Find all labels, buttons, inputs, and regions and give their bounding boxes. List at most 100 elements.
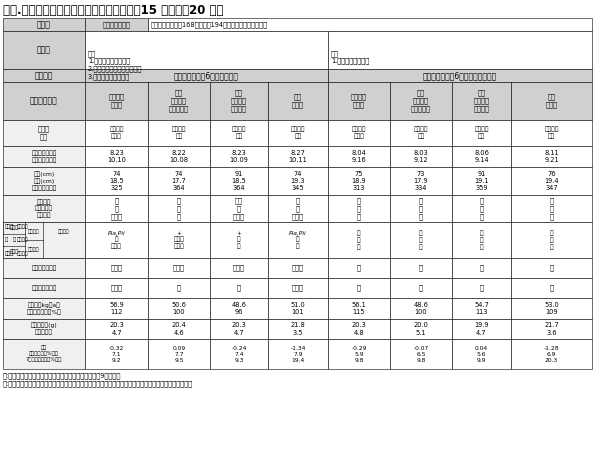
Text: 栽培条件: 栽培条件 xyxy=(35,71,53,80)
Bar xyxy=(390,298,452,319)
Text: 白葉枯病抵抗性: 白葉枯病抵抗性 xyxy=(32,285,57,291)
Text: 20.3
4.7: 20.3 4.7 xyxy=(109,322,124,336)
Text: Pia,Pii
中
やや強: Pia,Pii 中 やや強 xyxy=(108,231,126,249)
Text: 遺伝子型: 遺伝子型 xyxy=(28,228,40,233)
Text: 8.11
9.21: 8.11 9.21 xyxy=(544,150,559,163)
Bar xyxy=(511,82,592,120)
Text: 比較
朝の光: 比較 朝の光 xyxy=(546,94,558,108)
Text: 早生の晩
中間: 早生の晩 中間 xyxy=(231,127,246,139)
Bar xyxy=(3,222,85,258)
Text: 耐倒伏性
高温登熟性
穂発芽性: 耐倒伏性 高温登熟性 穂発芽性 xyxy=(35,199,53,218)
Text: 53.0
109: 53.0 109 xyxy=(544,302,559,315)
Text: －
－
－: － － － xyxy=(419,231,423,250)
Bar xyxy=(511,319,592,339)
Text: 強
中
やや難: 強 中 やや難 xyxy=(292,197,304,219)
Text: 早生の晩
中間: 早生の晩 中間 xyxy=(414,127,428,139)
Bar xyxy=(328,195,390,222)
Text: 病: 病 xyxy=(12,238,15,243)
Text: －
－
－: － － － xyxy=(419,197,423,219)
Text: +
弱
中: + 弱 中 xyxy=(236,231,242,249)
Bar xyxy=(268,120,328,146)
Text: いもち: いもち xyxy=(5,224,14,229)
Bar xyxy=(268,222,328,258)
Text: 長所
1.晩植で多収である。
2.縞葉枯病に抵抗性である。
3.強稈で倒伏に強い。: 長所 1.晩植で多収である。 2.縞葉枯病に抵抗性である。 3.強稈で倒伏に強い… xyxy=(88,50,142,80)
Text: -0.07
6.5
9.8: -0.07 6.5 9.8 xyxy=(414,345,428,363)
Text: ＊:玄米品質は１（上上）～５（中中）～９（下下）の9段階評価: ＊:玄米品質は１（上上）～５（中中）～９（下下）の9段階評価 xyxy=(3,372,121,379)
Bar xyxy=(390,339,452,369)
Text: 20.0
5.1: 20.0 5.1 xyxy=(414,322,428,336)
Text: 比較
朝の光: 比較 朝の光 xyxy=(292,94,304,108)
Bar xyxy=(3,120,85,146)
Bar xyxy=(328,298,390,319)
Text: 系統名: 系統名 xyxy=(37,20,51,29)
Text: 中: 中 xyxy=(237,285,241,291)
Text: 稈長(cm)
穂長(cm)
穂数（本／㎡）: 稈長(cm) 穂長(cm) 穂数（本／㎡） xyxy=(32,172,57,191)
Bar xyxy=(328,69,592,82)
Bar xyxy=(85,146,148,167)
Text: 0.04
5.6
9.9: 0.04 5.6 9.9 xyxy=(475,345,488,363)
Bar xyxy=(85,120,148,146)
Text: 抵抗性: 抵抗性 xyxy=(5,251,14,256)
Bar xyxy=(511,146,592,167)
Bar xyxy=(3,82,85,120)
Bar xyxy=(148,82,210,120)
Text: 遺伝子型: 遺伝子型 xyxy=(17,224,29,229)
Bar xyxy=(511,278,592,298)
Bar xyxy=(390,120,452,146)
Bar xyxy=(511,258,592,278)
Bar xyxy=(148,120,210,146)
Bar xyxy=(268,258,328,278)
Text: 対照
ミルキー
プリンセス: 対照 ミルキー プリンセス xyxy=(411,90,431,112)
Text: -0.32
7.1
9.2: -0.32 7.1 9.2 xyxy=(109,345,124,363)
Text: 晩植・標肥区（6月下旬移植）: 晩植・標肥区（6月下旬移植） xyxy=(174,71,239,80)
Text: ミルキー
スター: ミルキー スター xyxy=(351,94,367,108)
Bar xyxy=(452,82,511,120)
Bar xyxy=(268,278,328,298)
Text: 強
中
やや難: 強 中 やや難 xyxy=(111,197,123,219)
Text: 48.6
100: 48.6 100 xyxy=(414,302,428,315)
Text: －: － xyxy=(357,265,361,271)
Bar xyxy=(511,195,592,222)
Text: 8.23
10.09: 8.23 10.09 xyxy=(230,150,249,163)
Text: 74
18.5
325: 74 18.5 325 xyxy=(109,171,124,191)
Text: 極弱
中
やや難: 極弱 中 やや難 xyxy=(233,197,245,219)
Bar xyxy=(85,222,148,258)
Bar xyxy=(452,278,511,298)
Bar xyxy=(210,167,268,195)
Bar xyxy=(3,278,85,298)
Text: 19.9
4.7: 19.9 4.7 xyxy=(474,322,488,336)
Text: 早生の晩
中間: 早生の晩 中間 xyxy=(474,127,488,139)
Text: 中生の早
中間: 中生の早 中間 xyxy=(291,127,305,139)
Text: 48.6
96: 48.6 96 xyxy=(231,302,246,315)
Bar xyxy=(268,298,328,319)
Text: Pia,Pii
中
強: Pia,Pii 中 強 xyxy=(289,231,307,249)
Bar xyxy=(148,222,210,258)
Text: 比較
ミルキー
クイーン: 比較 ミルキー クイーン xyxy=(231,90,247,112)
Text: 8.06
9.14: 8.06 9.14 xyxy=(474,150,489,163)
Bar xyxy=(85,167,148,195)
Text: 抵抗性: 抵抗性 xyxy=(10,250,18,254)
Text: －: － xyxy=(357,285,361,291)
Bar xyxy=(390,195,452,222)
Text: 玄米千粒重(g)
玄米品質＊: 玄米千粒重(g) 玄米品質＊ xyxy=(30,323,57,335)
Bar xyxy=(511,222,592,258)
Bar xyxy=(390,258,452,278)
Text: 抵抗性: 抵抗性 xyxy=(111,265,123,271)
Text: 早生の晩
中間: 早生の晩 中間 xyxy=(172,127,186,139)
Text: －
－
－: － － － xyxy=(357,197,361,219)
Bar xyxy=(452,339,511,369)
Text: 8.27
10.11: 8.27 10.11 xyxy=(289,150,308,163)
Text: 強
弱
難: 強 弱 難 xyxy=(177,197,181,219)
Text: －
－
－: － － － xyxy=(357,231,361,250)
Bar xyxy=(452,298,511,319)
Bar xyxy=(85,82,148,120)
Bar xyxy=(452,258,511,278)
Bar xyxy=(85,69,328,82)
Text: 比較
ミルキー
クイーン: 比較 ミルキー クイーン xyxy=(474,90,490,112)
Bar xyxy=(452,222,511,258)
Text: 葉いもち: 葉いもち xyxy=(28,246,40,252)
Bar xyxy=(3,18,85,31)
Bar xyxy=(3,69,85,82)
Text: 20.4
4.6: 20.4 4.6 xyxy=(171,322,186,336)
Bar xyxy=(328,258,390,278)
